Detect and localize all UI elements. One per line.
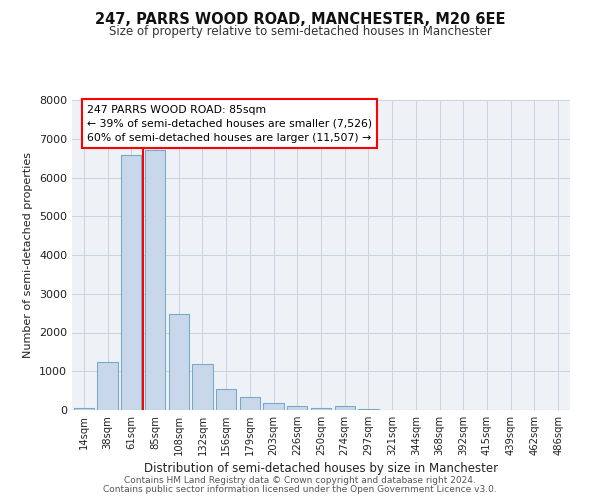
Y-axis label: Number of semi-detached properties: Number of semi-detached properties bbox=[23, 152, 34, 358]
Text: 247, PARRS WOOD ROAD, MANCHESTER, M20 6EE: 247, PARRS WOOD ROAD, MANCHESTER, M20 6E… bbox=[95, 12, 505, 28]
Bar bbox=[145, 150, 165, 410]
Text: Size of property relative to semi-detached houses in Manchester: Size of property relative to semi-detach… bbox=[109, 25, 491, 38]
Bar bbox=[240, 397, 260, 410]
Bar bbox=[263, 402, 284, 410]
Bar bbox=[169, 314, 189, 410]
Bar bbox=[193, 364, 212, 410]
Bar bbox=[335, 406, 355, 410]
Bar bbox=[287, 406, 307, 410]
Bar bbox=[121, 154, 142, 410]
Text: Contains public sector information licensed under the Open Government Licence v3: Contains public sector information licen… bbox=[103, 485, 497, 494]
Bar bbox=[74, 408, 94, 410]
Bar bbox=[216, 390, 236, 410]
Bar bbox=[97, 362, 118, 410]
X-axis label: Distribution of semi-detached houses by size in Manchester: Distribution of semi-detached houses by … bbox=[144, 462, 498, 475]
Bar bbox=[311, 408, 331, 410]
Text: 247 PARRS WOOD ROAD: 85sqm
← 39% of semi-detached houses are smaller (7,526)
60%: 247 PARRS WOOD ROAD: 85sqm ← 39% of semi… bbox=[87, 104, 372, 142]
Bar bbox=[358, 409, 379, 410]
Text: Contains HM Land Registry data © Crown copyright and database right 2024.: Contains HM Land Registry data © Crown c… bbox=[124, 476, 476, 485]
